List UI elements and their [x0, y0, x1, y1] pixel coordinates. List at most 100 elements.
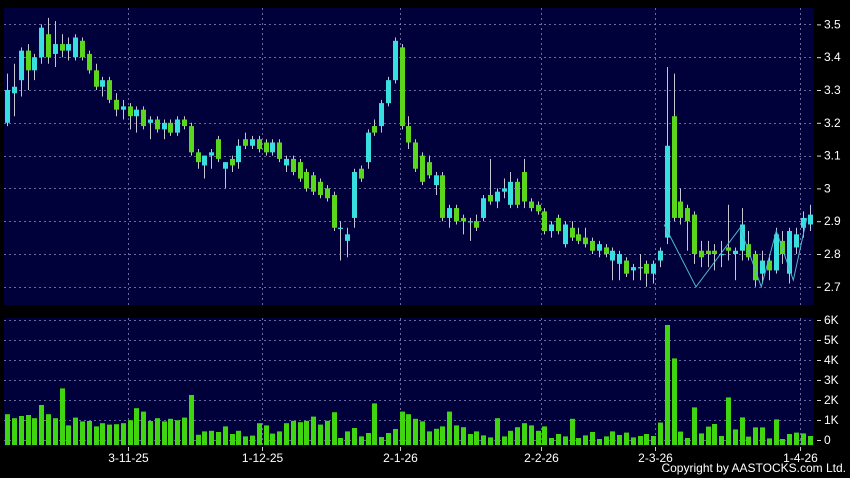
candle-down [128, 106, 133, 117]
candle-up [284, 158, 289, 166]
candle-down [107, 80, 112, 100]
volume-bar [481, 435, 486, 445]
candle-down [685, 208, 690, 222]
volume-bar [440, 426, 445, 445]
candle-down [87, 53, 92, 71]
candle-down [168, 122, 173, 133]
candle-down [291, 158, 296, 172]
candle-down [277, 142, 282, 159]
volume-bar [508, 430, 513, 445]
volume-bar [753, 427, 758, 445]
candle-down [672, 116, 677, 218]
volume-bar [345, 431, 350, 445]
volume-bar [774, 419, 779, 445]
candle-up [481, 198, 486, 218]
candle-up [345, 234, 350, 241]
candle-down [94, 70, 99, 87]
candle-down [298, 162, 303, 179]
candle-up [651, 263, 656, 274]
candle-down [325, 188, 330, 199]
candle-up [338, 227, 343, 229]
volume-bar [148, 421, 153, 445]
date-tick-label: 3-11-25 [108, 451, 149, 465]
candle-down [182, 119, 187, 127]
volume-bar [325, 420, 330, 445]
candle-down [400, 47, 405, 127]
candle-down [189, 126, 194, 153]
volume-bar [658, 422, 663, 445]
price-axis-label: 3.5 [824, 17, 841, 31]
volume-bar [318, 424, 323, 445]
candle-down [264, 142, 269, 153]
candle-down [461, 217, 466, 222]
volume-bar [617, 435, 622, 445]
volume-bar [733, 429, 738, 445]
volume-bar [699, 433, 704, 445]
volume-bar [644, 434, 649, 445]
candle-down [570, 227, 575, 238]
candle-up [379, 103, 384, 127]
candle-up [250, 139, 255, 146]
volume-bar [257, 423, 262, 445]
volume-bar [107, 424, 112, 445]
candle-down [359, 168, 364, 179]
volume-bar [719, 436, 724, 445]
candle-down [699, 250, 704, 258]
volume-bar [570, 418, 575, 445]
volume-bar [243, 436, 248, 445]
volume-bar [427, 431, 432, 445]
candle-up [209, 152, 214, 156]
volume-bar [26, 415, 31, 445]
volume-bar [202, 431, 207, 445]
candle-up [549, 224, 554, 232]
candle-up [53, 44, 58, 54]
volume-bar [740, 417, 745, 445]
candle-up [658, 250, 663, 261]
candle-up [495, 191, 500, 202]
volume-bar [53, 418, 58, 445]
date-tick-label: 2-2-26 [524, 451, 559, 465]
volume-bar [610, 431, 615, 445]
volume-bar [563, 436, 568, 445]
volume-axis-label: 0 [824, 433, 831, 447]
volume-bar [155, 418, 160, 445]
candle-down [644, 263, 649, 274]
volume-bar [413, 418, 418, 445]
volume-bar [46, 414, 51, 445]
candle-up [32, 57, 37, 71]
volume-bar [597, 439, 602, 445]
volume-bar [495, 418, 500, 445]
volume-bar [536, 430, 541, 445]
candle-down [706, 250, 711, 254]
candle-up [719, 254, 724, 256]
volume-bar [87, 421, 92, 445]
volume-bar [624, 432, 629, 445]
volume-bar [162, 421, 167, 445]
candle-down [60, 44, 65, 51]
candle-up [148, 119, 153, 123]
volume-bar [372, 403, 377, 445]
candle-up [787, 231, 792, 274]
volume-bar [175, 420, 180, 445]
volume-bar [706, 426, 711, 445]
volume-bar [583, 435, 588, 445]
candle-up [19, 50, 24, 81]
candle-up [73, 37, 78, 58]
volume-bar [638, 436, 643, 445]
candle-down [678, 201, 683, 218]
candle-up [162, 122, 167, 130]
candle-up [733, 250, 738, 254]
candle-down [155, 119, 160, 130]
copyright-text: Copyright by AASTOCKS.com Ltd. [661, 461, 846, 475]
volume-bar [767, 438, 772, 445]
volume-bar [250, 435, 255, 445]
candle-down [332, 194, 337, 228]
date-tick-label: 2-1-26 [383, 451, 418, 465]
volume-axis-label: 2K [824, 393, 839, 407]
candle-up [468, 221, 473, 223]
candle-up [366, 132, 371, 163]
candle-up [386, 80, 391, 104]
price-axis-label: 3.1 [824, 149, 841, 163]
volume-axis-label: 1K [824, 413, 839, 427]
